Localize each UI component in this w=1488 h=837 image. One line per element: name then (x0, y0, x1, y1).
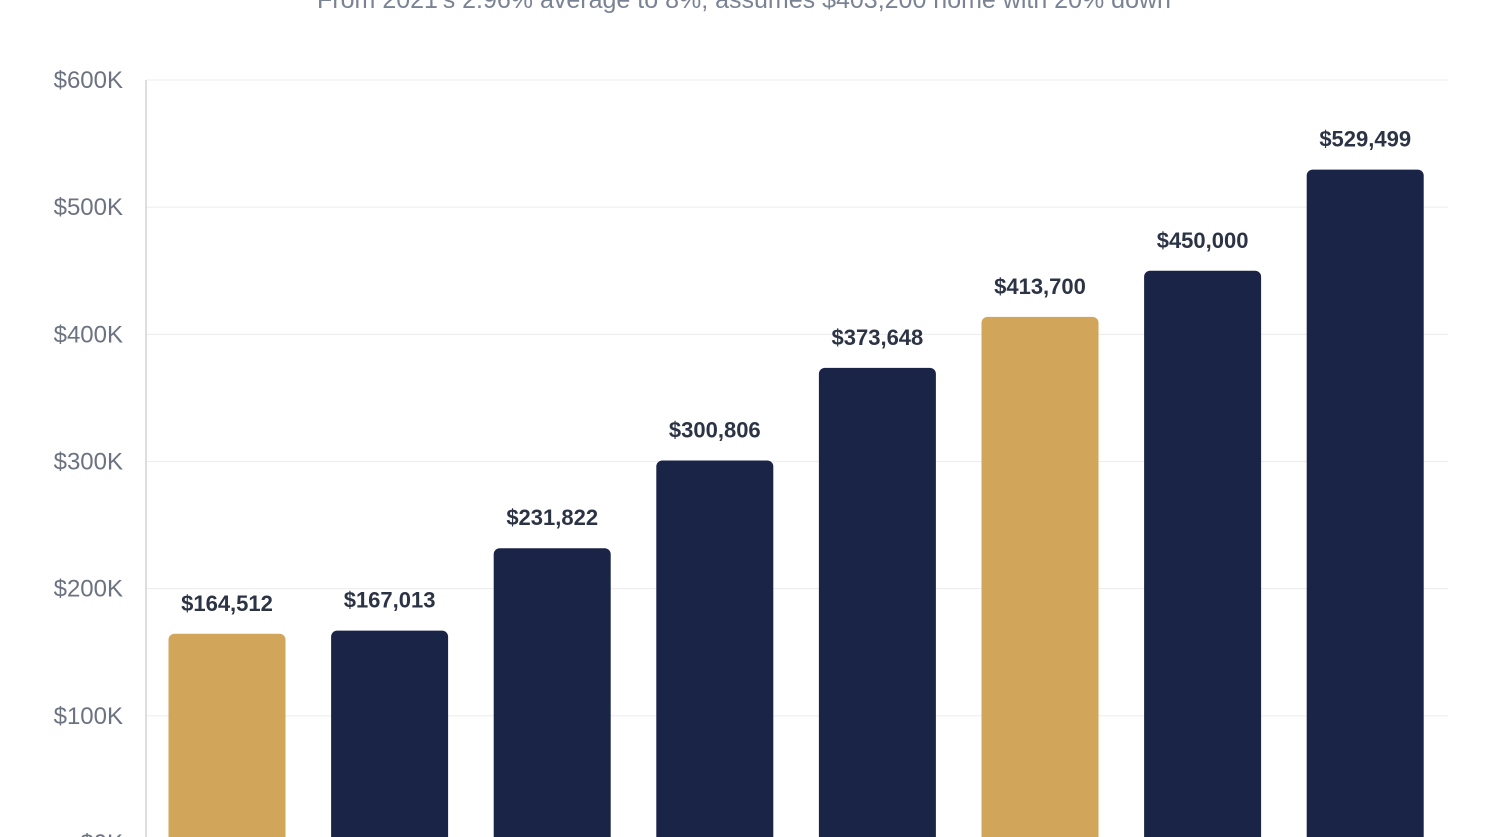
bar (331, 630, 449, 837)
bar-value-label: $167,013 (344, 588, 436, 613)
bar (981, 316, 1099, 837)
bar (1306, 169, 1424, 837)
chart-subtitle: From 2021's 2.96% average to 8%; assumes… (317, 0, 1171, 14)
y-tick-label: $100K (54, 703, 123, 730)
bar (656, 460, 774, 837)
bar (1144, 270, 1262, 837)
bar-value-label: $413,700 (994, 274, 1086, 299)
bar (493, 548, 611, 837)
y-axis-ticks: $0K $100K $200K $300K $400K $500K $600K (54, 67, 123, 837)
data-labels: $164,512 $167,013 $231,822 $300,806 $373,648… (181, 127, 1411, 616)
bar-value-label: $450,000 (1157, 228, 1249, 253)
y-tick-label: $600K (54, 67, 123, 94)
bar (818, 367, 936, 837)
bar-value-label: $300,806 (669, 417, 761, 442)
bar-value-label: $164,512 (181, 591, 273, 616)
bars (168, 169, 1424, 837)
y-tick-label: $400K (54, 321, 123, 348)
bar-value-label: $373,648 (832, 325, 924, 350)
y-tick-label: $0K (80, 830, 123, 837)
bar-value-label: $231,822 (506, 505, 598, 530)
y-tick-label: $200K (54, 576, 123, 603)
bar-value-label: $529,499 (1319, 127, 1411, 152)
bar (168, 633, 286, 837)
y-tick-label: $500K (54, 194, 123, 221)
y-tick-label: $300K (54, 449, 123, 476)
